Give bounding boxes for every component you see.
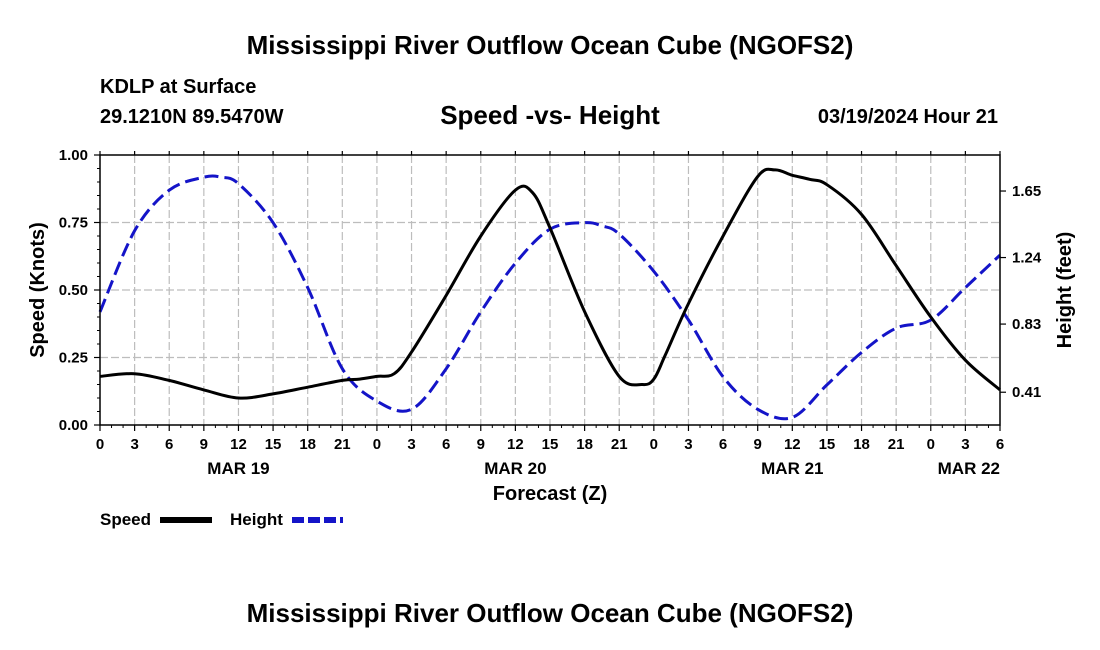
y2-tick-label: 1.24 xyxy=(1012,250,1042,267)
x-tick-label: 0 xyxy=(373,436,381,453)
x-tick-label: 21 xyxy=(611,436,628,453)
x-tick-label: 15 xyxy=(265,436,282,453)
x-tick-label: 0 xyxy=(650,436,658,453)
x-tick-label: 12 xyxy=(784,436,801,453)
x-date-label: MAR 22 xyxy=(938,459,1000,478)
y-tick-label: 0.00 xyxy=(59,417,88,434)
x-tick-label: 6 xyxy=(996,436,1004,453)
x-tick-label: 3 xyxy=(961,436,969,453)
x-tick-label: 9 xyxy=(200,436,208,453)
x-date-label: MAR 19 xyxy=(207,459,269,478)
y-tick-label: 0.25 xyxy=(59,350,88,367)
x-tick-label: 18 xyxy=(299,436,316,453)
chart-title: Mississippi River Outflow Ocean Cube (NG… xyxy=(246,30,854,60)
y2-tick-label: 0.83 xyxy=(1012,316,1041,333)
y2-tick-label: 0.41 xyxy=(1012,384,1041,401)
series-line-height xyxy=(98,174,1002,421)
y2-tick-label: 1.65 xyxy=(1012,183,1041,200)
station-label: KDLP at Surface xyxy=(100,76,257,98)
x-axis-title: Forecast (Z) xyxy=(493,483,607,505)
x-tick-label: 6 xyxy=(165,436,173,453)
x-tick-label: 15 xyxy=(819,436,836,453)
series-group xyxy=(98,167,1002,421)
x-tick-label: 21 xyxy=(888,436,905,453)
y-axis-title: Speed (Knots) xyxy=(27,222,49,358)
x-tick-label: 12 xyxy=(507,436,524,453)
y-tick-label: 0.75 xyxy=(59,215,88,232)
chart-subtitle: Speed -vs- Height xyxy=(440,100,660,130)
legend: Speed Height xyxy=(100,510,343,529)
x-tick-label: 12 xyxy=(230,436,247,453)
x-tick-label: 6 xyxy=(442,436,450,453)
y-tick-label: 0.50 xyxy=(59,282,88,299)
legend-label-speed: Speed xyxy=(100,510,151,529)
axis-labels: Forecast (Z) Speed (Knots) Height (feet) xyxy=(27,222,1076,505)
station-coordinates: 29.1210N 89.5470W xyxy=(100,106,284,128)
series-line-speed xyxy=(99,167,1001,400)
footer-title: Mississippi River Outflow Ocean Cube (NG… xyxy=(246,598,854,628)
x-tick-label: 9 xyxy=(477,436,485,453)
x-date-label: MAR 21 xyxy=(761,459,823,478)
x-tick-label: 0 xyxy=(96,436,104,453)
x-date-label: MAR 20 xyxy=(484,459,546,478)
x-tick-label: 9 xyxy=(754,436,762,453)
x-tick-label: 0 xyxy=(927,436,935,453)
y2-axis-title: Height (feet) xyxy=(1054,232,1076,349)
x-tick-label: 18 xyxy=(576,436,593,453)
legend-label-height: Height xyxy=(230,510,283,529)
axes: 0 3 6 9 12 15 18 21 0 3 6 9 12 15 18 21 0 3 6 9 12 15 18 21 0 3 6 M… xyxy=(59,147,1042,478)
x-tick-label: 15 xyxy=(542,436,559,453)
x-tick-label: 21 xyxy=(334,436,351,453)
x-tick-label: 3 xyxy=(407,436,415,453)
forecast-datetime: 03/19/2024 Hour 21 xyxy=(817,106,998,128)
x-tick-label: 3 xyxy=(684,436,692,453)
y-tick-label: 1.00 xyxy=(59,147,88,164)
x-tick-label: 3 xyxy=(130,436,138,453)
x-tick-label: 6 xyxy=(719,436,727,453)
grid xyxy=(100,155,1000,425)
x-tick-label: 18 xyxy=(853,436,870,453)
